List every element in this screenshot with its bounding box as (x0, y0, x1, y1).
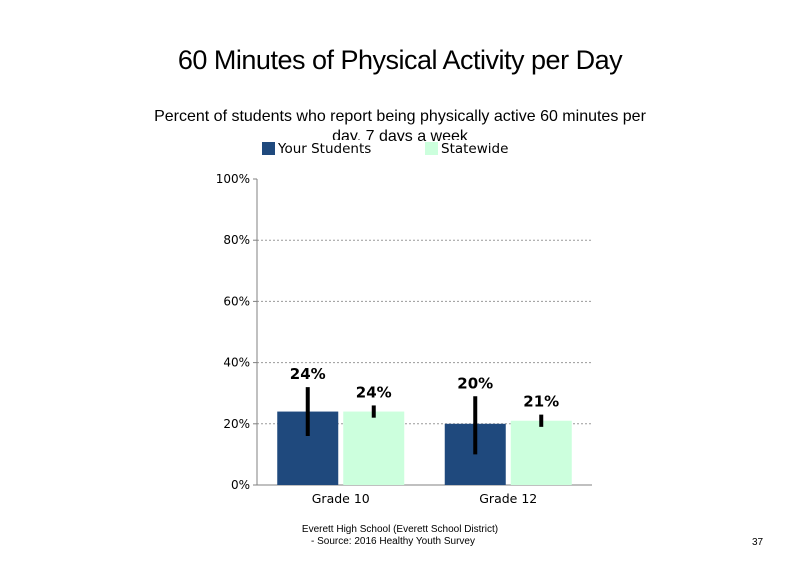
chart-title: 60 Minutes of Physical Activity per Day (177, 45, 623, 75)
data-label: 24% (356, 383, 392, 401)
x-category-label: Grade 10 (312, 491, 370, 506)
legend-swatch-statewide (425, 142, 438, 155)
legend-swatch-your-students (262, 142, 275, 155)
y-tick-label: 100% (216, 172, 250, 186)
slide-number: 37 (752, 537, 764, 548)
y-tick-label: 40% (223, 356, 250, 370)
legend-label-statewide: Statewide (441, 140, 511, 158)
x-category-label: Grade 12 (479, 491, 537, 506)
y-tick-label: 20% (223, 417, 250, 431)
chart-subtitle: Percent of students who report being phy… (154, 108, 646, 141)
source-footer: Everett High School (Everett School Dist… (250, 524, 550, 548)
footer-school: Everett High School (Everett School Dist… (301, 524, 499, 535)
y-tick-label: 80% (223, 233, 250, 247)
footer-source: - Source: 2016 Healthy Youth Survey (311, 536, 475, 547)
bar-statewide (510, 420, 572, 485)
data-label: 21% (523, 393, 559, 411)
data-label: 24% (290, 365, 326, 383)
bar-statewide (343, 411, 405, 485)
y-tick-label: 0% (231, 478, 250, 492)
y-tick-label: 60% (223, 294, 250, 308)
data-label: 20% (457, 374, 493, 392)
legend-label-your-students: Your Students (278, 140, 374, 158)
